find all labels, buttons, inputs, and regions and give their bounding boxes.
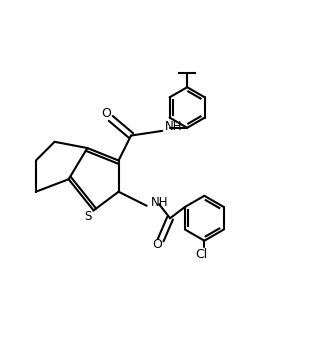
Text: NH: NH [165,120,183,133]
Text: O: O [101,107,111,120]
Text: O: O [152,238,162,251]
Text: NH: NH [151,196,169,209]
Text: S: S [84,210,92,223]
Text: Cl: Cl [195,248,207,261]
